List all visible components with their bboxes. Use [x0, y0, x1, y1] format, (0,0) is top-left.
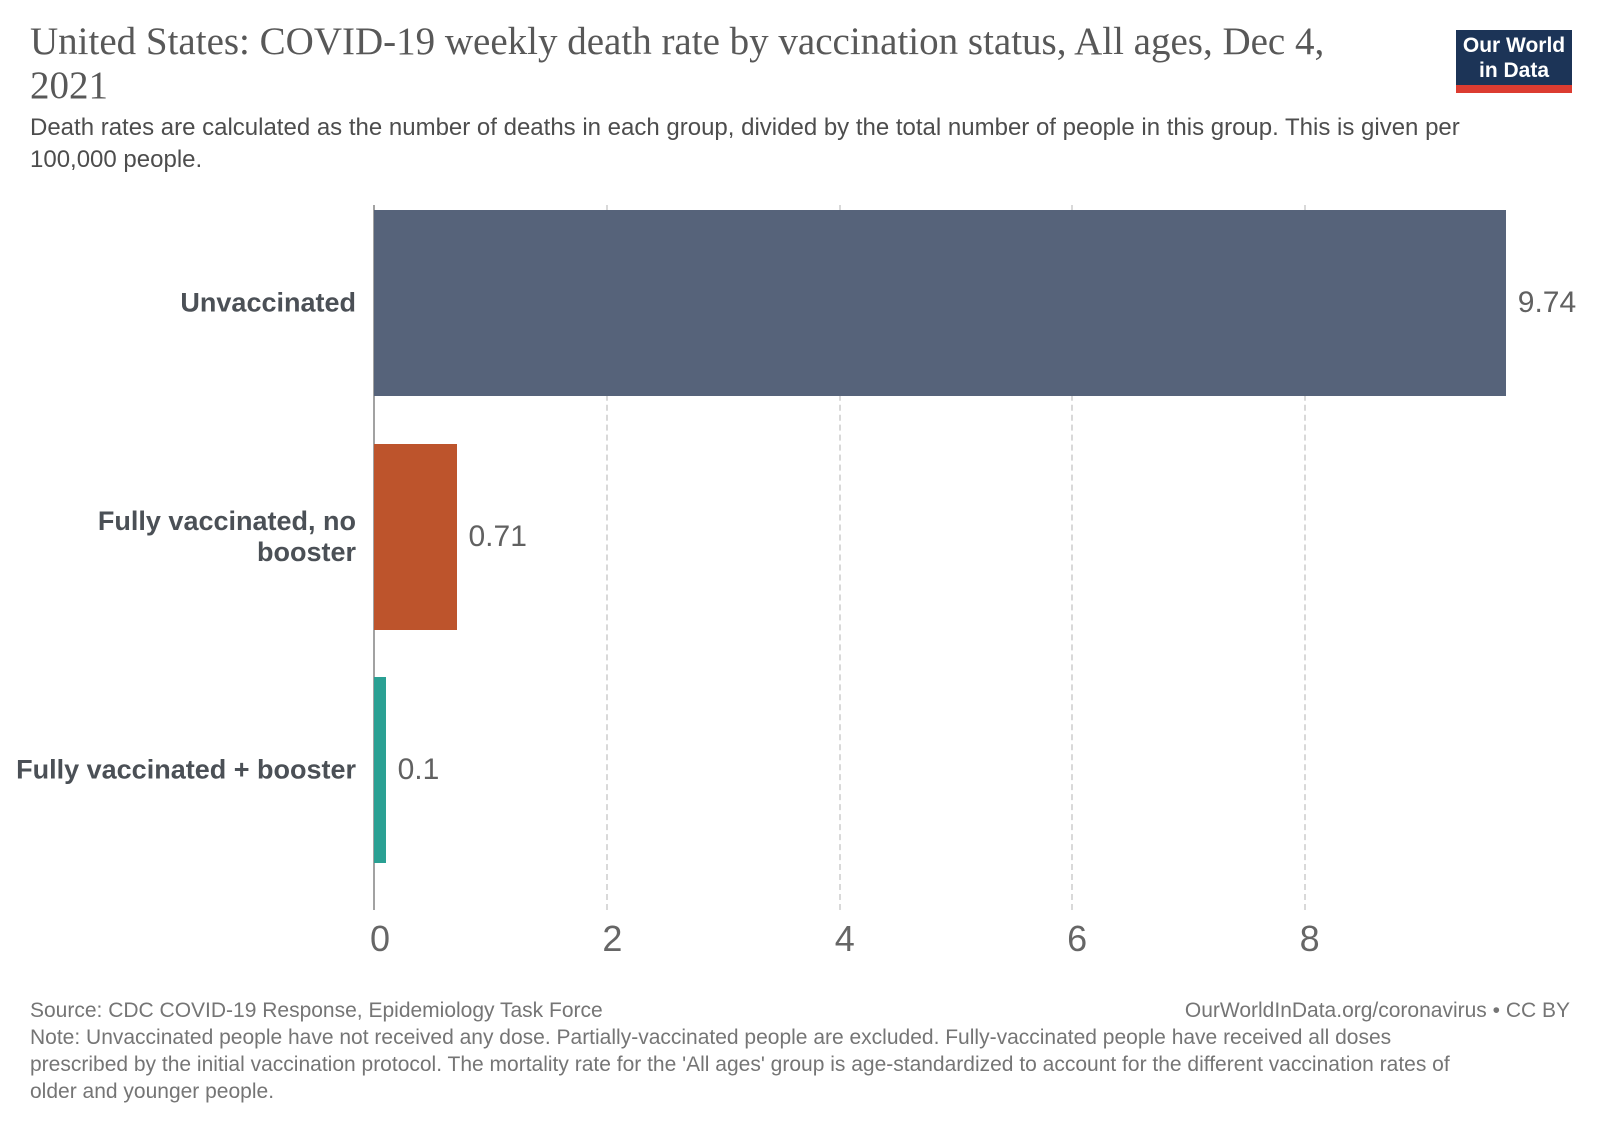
category-label: Unvaccinated [180, 287, 356, 318]
gridline-x-4 [838, 205, 841, 910]
gridline-x-2 [606, 205, 609, 910]
gridline-x-6 [1071, 205, 1074, 910]
x-tick-label: 4 [834, 918, 855, 959]
page-subtitle: Death rates are calculated as the number… [30, 114, 1460, 173]
owid-logo-line1: Our World [1462, 33, 1566, 57]
bar-unvaccinated[interactable] [374, 210, 1506, 396]
x-tick-label: 6 [1067, 918, 1088, 959]
bar-fully-vaccinated-no-booster[interactable] [374, 443, 457, 630]
bar-value-label: 0.1 [397, 753, 440, 786]
x-tick-label: 2 [602, 918, 623, 959]
bar-chart-area: 0 2 4 6 8 Unvaccinated 9.74 Fully vaccinated, n… [0, 205, 1600, 975]
owid-logo[interactable]: Our World in Data [1456, 30, 1572, 93]
bar-fully-vaccinated-booster[interactable] [374, 677, 386, 863]
category-label: Fully vaccinated, no booster [97, 505, 356, 567]
x-tick-label: 8 [1299, 918, 1320, 959]
bar-value-label: 9.74 [1517, 286, 1577, 319]
bar-value-label: 0.71 [468, 519, 527, 553]
footer-source: Source: CDC COVID-19 Response, Epidemiol… [30, 999, 603, 1022]
x-tick-label: 0 [369, 918, 391, 959]
owid-logo-line2: in Data [1478, 58, 1549, 82]
footer-owid-link[interactable]: OurWorldInData.org/coronavirus • CC BY [1184, 999, 1570, 1022]
footer-note: Note: Unvaccinated people have not recei… [30, 1026, 1450, 1103]
gridline-x-8 [1303, 205, 1306, 910]
page-title: United States: COVID-19 weekly death rat… [30, 20, 1325, 107]
chart-footer: Source: CDC COVID-19 Response, Epidemiol… [30, 997, 1570, 1105]
category-label: Fully vaccinated + booster [16, 754, 356, 785]
